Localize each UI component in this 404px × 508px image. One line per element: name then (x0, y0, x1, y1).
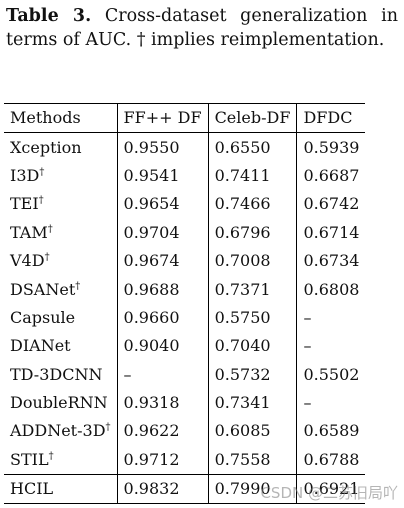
method-name: Capsule (10, 307, 76, 327)
table-row: DoubleRNN 0.9318 0.7341– (4, 388, 366, 418)
method-name: I3D (10, 165, 40, 185)
ffdf-cell: 0.9541 (116, 161, 209, 191)
ffdf-cell: – (116, 360, 209, 389)
celebdf-cell: 0.7341 (207, 388, 297, 418)
reimplementation-mark: † (105, 422, 111, 434)
celebdf-cell: 0.6085 (207, 417, 297, 446)
method-cell: TAM† (4, 219, 117, 247)
celebdf-cell: 0.7466 (207, 190, 297, 219)
dfdc-cell: 0.6921 (296, 474, 366, 504)
table-row: DSANet† 0.9688 0.7371 0.6808 (4, 275, 366, 304)
method-name: TEI (10, 194, 39, 214)
header-ffdf: FF++ DF (116, 103, 209, 133)
table-row: V4D† 0.9674 0.7008 0.6734 (4, 246, 366, 276)
celebdf-cell: 0.5732 (207, 360, 297, 389)
celebdf-cell: 0.6796 (207, 218, 297, 247)
table-row: DIANet 0.9040 0.7040– (4, 332, 366, 361)
caption-text: Cross-dataset generalization in terms of… (6, 6, 398, 50)
results-table: Methods FF++ DF Celeb-DF DFDC Xception 0.… (4, 103, 366, 504)
method-cell: DSANet† (4, 275, 117, 303)
method-cell: Xception (4, 133, 117, 162)
header-dfdc: DFDC (296, 103, 366, 133)
dfdc-cell: 0.5502 (296, 360, 366, 389)
header-methods: Methods (10, 108, 81, 128)
method-name: DoubleRNN (10, 393, 108, 413)
table-row: TD-3DCNN –0.5732 0.5502 (4, 360, 366, 389)
celebdf-cell: 0.7990 (207, 474, 297, 504)
dfdc-cell: 0.6788 (296, 445, 366, 475)
table-row: TEI† 0.9654 0.7466 0.6742 (4, 190, 366, 219)
reimplementation-mark: † (47, 223, 53, 235)
reimplementation-mark: † (38, 195, 44, 207)
table-label: Table 3. (6, 6, 92, 26)
celebdf-cell: 0.7558 (207, 445, 297, 475)
method-name: Xception (10, 137, 82, 157)
method-name: TAM (10, 222, 48, 242)
celebdf-cell: 0.6550 (207, 132, 297, 162)
method-cell: DoubleRNN (4, 389, 117, 417)
ffdf-cell: 0.9654 (116, 190, 209, 219)
dfdc-cell: 0.6687 (296, 161, 366, 191)
dfdc-cell: 0.6734 (296, 246, 366, 276)
method-name: DSANet (10, 279, 76, 299)
ffdf-cell: 0.9712 (116, 445, 209, 475)
reimplementation-mark: † (44, 252, 50, 264)
dfdc-cell: 0.6714 (296, 218, 366, 247)
ffdf-cell: 0.9318 (116, 388, 209, 418)
table-row: HCIL 0.9832 0.7990 0.6921 (4, 474, 366, 504)
ffdf-cell: 0.9622 (116, 417, 209, 446)
celebdf-cell: 0.5750 (207, 303, 297, 333)
dfdc-cell: – (296, 332, 366, 361)
reimplementation-mark: † (48, 450, 54, 462)
method-cell: STIL† (4, 446, 117, 475)
method-name: HCIL (10, 479, 54, 499)
method-name: V4D (10, 251, 45, 271)
ffdf-cell: 0.9550 (116, 132, 209, 162)
method-name: TD-3DCNN (10, 364, 103, 384)
table-row: Xception 0.9550 0.6550 0.5939 (4, 132, 366, 162)
ffdf-cell: 0.9674 (116, 246, 209, 276)
celebdf-cell: 0.7411 (207, 161, 297, 191)
dfdc-cell: 0.6742 (296, 190, 366, 219)
method-name: ADDNet-3D (10, 421, 106, 441)
header-row: Methods FF++ DF Celeb-DF DFDC (4, 103, 366, 133)
reimplementation-mark: † (75, 280, 81, 292)
table-row: ADDNet-3D† 0.9622 0.6085 0.6589 (4, 417, 366, 446)
ffdf-cell: 0.9832 (116, 474, 209, 504)
table-body: Xception 0.9550 0.6550 0.5939 I3D† 0.9541 0.74… (4, 132, 366, 504)
method-cell: I3D† (4, 162, 117, 190)
celebdf-cell: 0.7371 (207, 275, 297, 304)
dfdc-cell: – (296, 388, 366, 418)
method-name: DIANet (10, 336, 71, 356)
table-row: I3D† 0.9541 0.7411 0.6687 (4, 161, 366, 191)
ffdf-cell: 0.9704 (116, 218, 209, 247)
method-cell: HCIL (4, 475, 117, 504)
header-celebdf: Celeb-DF (207, 103, 297, 133)
reimplementation-mark: † (39, 166, 45, 178)
ffdf-cell: 0.9688 (116, 275, 209, 304)
method-cell: ADDNet-3D† (4, 417, 117, 445)
watermark: CSDN @二苏旧局吖 (260, 484, 398, 502)
ffdf-cell: 0.9040 (116, 332, 209, 361)
celebdf-cell: 0.7008 (207, 246, 297, 276)
table-row: TAM† 0.9704 0.6796 0.6714 (4, 218, 366, 247)
dfdc-cell: 0.6589 (296, 417, 366, 446)
ffdf-cell: 0.9660 (116, 303, 209, 333)
table-row: STIL† 0.9712 0.7558 0.6788 (4, 445, 366, 475)
dfdc-cell: – (296, 303, 366, 333)
method-name: STIL (10, 449, 49, 469)
dfdc-cell: 0.6808 (296, 275, 366, 304)
table-caption: Table 3. Cross-dataset generalization in… (6, 4, 398, 52)
method-cell: V4D† (4, 247, 117, 275)
method-cell: DIANet (4, 332, 117, 360)
method-cell: Capsule (4, 304, 117, 332)
method-cell: TD-3DCNN (4, 361, 117, 389)
method-cell: TEI† (4, 190, 117, 218)
table-row: Capsule 0.9660 0.5750– (4, 303, 366, 333)
celebdf-cell: 0.7040 (207, 332, 297, 361)
dfdc-cell: 0.5939 (296, 132, 366, 162)
